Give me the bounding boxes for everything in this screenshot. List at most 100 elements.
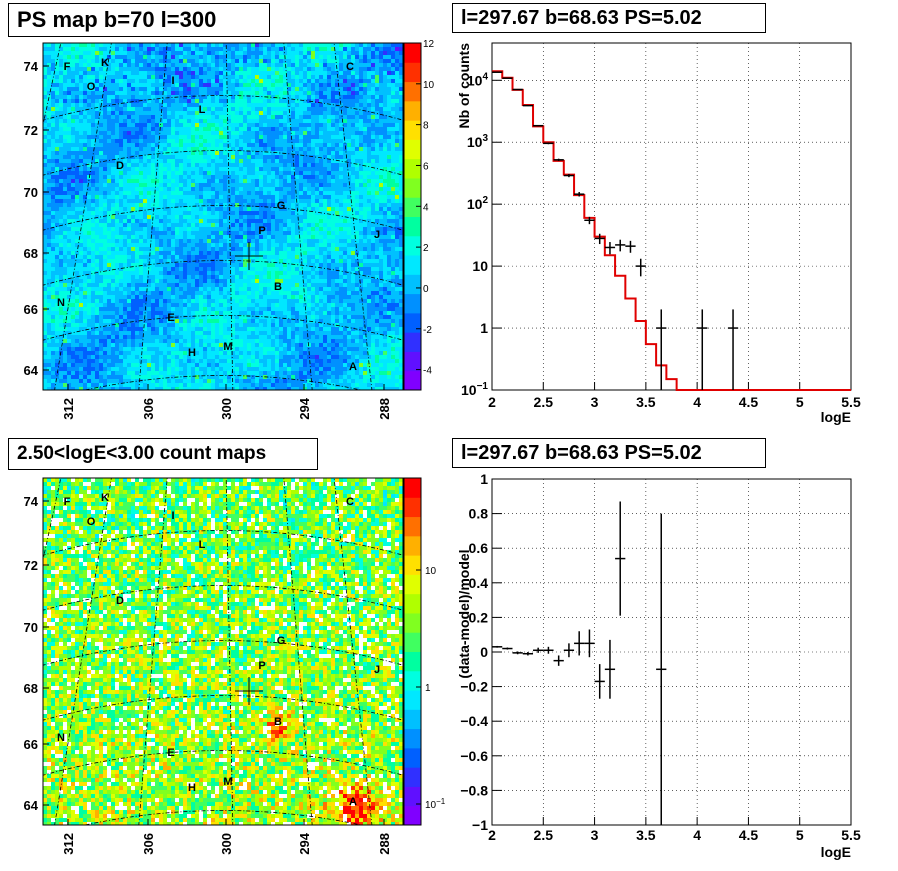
source-label-k: K (101, 57, 109, 69)
colorbar-segment (404, 728, 421, 749)
y-tick-label: 74 (24, 59, 39, 74)
y-tick-label: 103 (467, 133, 489, 150)
source-label-m: M (223, 776, 232, 788)
data-point (594, 233, 605, 245)
source-label-n: N (57, 732, 65, 744)
colorbar-segment (404, 593, 421, 614)
colorbar-segment (404, 255, 421, 275)
x-tick-label: 5 (796, 827, 804, 843)
x-tick-label: 5 (796, 394, 804, 410)
y-tick-label: 72 (24, 558, 38, 573)
x-tick-label: 4 (693, 827, 701, 843)
residual-point (594, 664, 605, 699)
residuals-grid (491, 478, 852, 826)
source-label-f: F (64, 496, 71, 508)
x-tick-label: 312 (61, 833, 76, 855)
source-label-k: K (101, 492, 109, 504)
x-tick-label: 2 (488, 394, 496, 410)
y-tick-label: 104 (467, 71, 489, 88)
colorbar-segment (404, 177, 421, 198)
y-tick-label: 74 (24, 494, 39, 509)
y-tick-label: −1 (472, 817, 488, 833)
colorbar-frame (403, 477, 422, 826)
latitude-line (43, 205, 403, 231)
colorbar-segment (404, 235, 421, 256)
y-tick-label: 70 (24, 620, 38, 635)
colorbar-segment (404, 747, 421, 768)
x-tick-label: 4.5 (739, 827, 759, 843)
data-point (656, 309, 667, 390)
data-point (604, 242, 616, 255)
x-tick-label: 2.5 (534, 827, 554, 843)
source-label-l: L (199, 539, 206, 551)
longitude-line (225, 43, 234, 390)
colorbar-segment (404, 312, 421, 333)
x-tick-label: 3 (591, 394, 599, 410)
colorbar-tick-label: 10 (425, 566, 437, 577)
y-tick-label: 66 (24, 302, 38, 317)
colorbar-segment (404, 805, 421, 826)
y-tick-label: 68 (24, 246, 38, 261)
y-tick-label: 64 (24, 363, 39, 378)
longitude-line (54, 43, 112, 390)
source-label-i: I (171, 510, 174, 522)
source-label-h: H (188, 347, 196, 359)
count-map-title: 2.50<logE<3.00 count maps (8, 438, 318, 470)
spectrum-grid (491, 43, 852, 391)
source-label-j: J (374, 664, 380, 676)
x-tick-label: 306 (141, 833, 156, 855)
source-label-p: P (258, 660, 265, 672)
source-label-i: I (171, 75, 174, 87)
latitude-line (83, 810, 363, 825)
y-axis-label: Nb of counts (456, 43, 472, 129)
colorbar-segment (404, 81, 421, 102)
colorbar-segment (404, 293, 421, 314)
colorbar-tick-label: -2 (423, 325, 432, 336)
residuals-title: l=297.67 b=68.63 PS=5.02 (452, 438, 766, 468)
data-point (615, 239, 626, 252)
x-tick-label: 2.5 (534, 394, 554, 410)
spectrum-frame (491, 42, 852, 391)
longitude-line (283, 478, 313, 825)
colorbar-segment (404, 370, 421, 391)
source-label-o: O (87, 81, 96, 93)
residuals-panel: 2 2.5 3 3.5 4 4.5 5 5.5 −1 −0.8 −0.6 −0.4 −0.2 0 0.2 0.… (456, 471, 861, 860)
latitude-line (43, 95, 403, 121)
data-point (584, 216, 595, 225)
residual-point (604, 639, 616, 699)
source-label-d: D (116, 595, 124, 607)
data-point (635, 258, 646, 277)
y-tick-label: 70 (24, 185, 38, 200)
x-tick-label: 300 (219, 833, 234, 855)
source-label-c: C (346, 496, 354, 508)
residual-point (522, 652, 534, 656)
data-point (574, 192, 585, 197)
map-frame (42, 477, 404, 826)
x-tick-label: 3.5 (636, 394, 656, 410)
latitude-line (43, 695, 403, 721)
colorbar-segment (404, 632, 421, 652)
colorbar: -4 -2 0 2 4 6 8 10 12 (403, 39, 435, 391)
data-point (533, 124, 544, 127)
colorbar-segment (404, 120, 421, 140)
colorbar-segment (404, 274, 421, 295)
colorbar-segment (404, 478, 421, 498)
x-tick-label: 4.5 (739, 394, 759, 410)
y-tick-label: 0.6 (469, 540, 489, 556)
data-point (553, 158, 564, 162)
residual-point (615, 501, 626, 616)
longitude-line (54, 478, 112, 825)
data-point (625, 240, 636, 253)
residuals-frame (491, 478, 852, 826)
colorbar-tick-label: 12 (423, 39, 435, 50)
x-tick-label: 294 (297, 397, 312, 419)
colorbar-tick-label: 2 (423, 243, 429, 254)
y-tick-label: −0.2 (460, 679, 488, 695)
source-label-a: A (349, 361, 357, 373)
x-tick-label: 306 (141, 398, 156, 420)
x-tick-label: 3.5 (636, 827, 656, 843)
latitude-line (43, 640, 403, 666)
colorbar-segment (404, 139, 421, 160)
spectrum-panel: 2 2.5 3 3.5 4 4.5 5 5.5 10−1 1 10 102 103 104 logE Nb o… (456, 42, 861, 425)
colorbar-segment (404, 555, 421, 575)
